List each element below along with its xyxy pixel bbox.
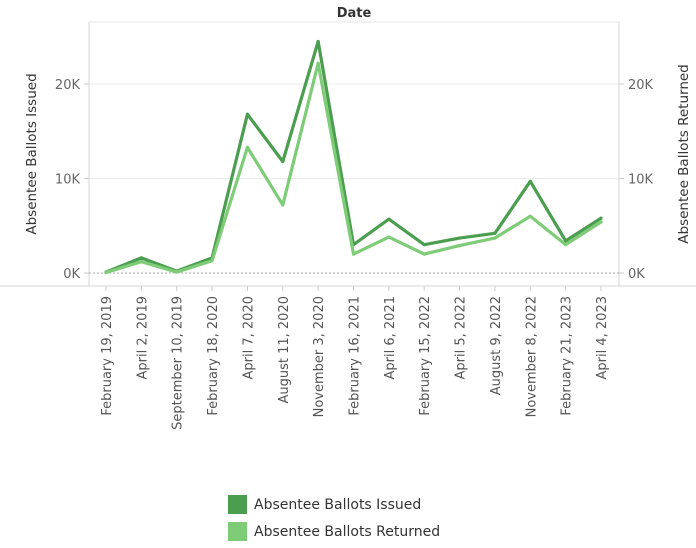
chart-title: Date xyxy=(337,6,372,21)
data-point-returned xyxy=(351,252,356,256)
series-line-issued xyxy=(104,39,603,274)
y-tick-label-right: 10K xyxy=(628,173,654,188)
legend-label-issued: Absentee Ballots Issued xyxy=(254,496,422,513)
data-point-returned xyxy=(599,220,603,224)
data-point-issued xyxy=(493,231,497,235)
x-tick-label: November 3, 2020 xyxy=(312,296,327,417)
x-tick-label: August 11, 2020 xyxy=(277,296,292,404)
data-point-issued xyxy=(564,239,568,243)
x-tick-label: February 19, 2019 xyxy=(100,296,115,416)
data-point-issued xyxy=(316,39,320,44)
data-point-returned xyxy=(139,260,143,264)
data-point-returned xyxy=(528,214,532,218)
x-tick-label: April 7, 2020 xyxy=(241,296,256,379)
legend-item-returned[interactable]: Absentee Ballots Returned xyxy=(228,518,440,545)
x-tick-label: August 9, 2022 xyxy=(489,296,504,395)
y-tick-label-right: 0K xyxy=(628,267,645,282)
x-tick-label: February 18, 2020 xyxy=(206,296,221,416)
data-point-issued xyxy=(139,256,143,260)
data-point-issued xyxy=(599,216,603,220)
x-tick-label: April 5, 2022 xyxy=(454,296,469,379)
data-point-returned xyxy=(281,203,285,207)
x-tick-label: February 21, 2023 xyxy=(560,296,575,416)
data-point-issued xyxy=(422,243,426,247)
data-point-returned xyxy=(457,243,462,248)
data-point-returned xyxy=(387,235,391,239)
legend-swatch-returned xyxy=(228,522,247,541)
data-point-returned xyxy=(175,270,179,274)
y-tick-label-left: 0K xyxy=(63,267,80,282)
x-tick-label: February 16, 2021 xyxy=(348,296,363,416)
data-point-returned xyxy=(245,145,250,149)
data-point-returned xyxy=(316,61,320,65)
legend-item-issued[interactable]: Absentee Ballots Issued xyxy=(228,491,440,518)
data-point-returned xyxy=(104,270,108,275)
x-tick-label: April 2, 2019 xyxy=(135,296,150,379)
x-tick-label: February 15, 2022 xyxy=(418,296,433,416)
legend-swatch-issued xyxy=(228,495,247,514)
data-point-issued xyxy=(457,236,462,240)
x-tick-label: April 4, 2023 xyxy=(595,296,610,379)
data-point-issued xyxy=(245,112,250,116)
data-point-issued xyxy=(528,179,532,183)
y-tick-label-left: 20K xyxy=(55,78,81,93)
y-axis-title-right: Absentee Ballots Returned xyxy=(676,64,692,243)
legend: Absentee Ballots Issued Absentee Ballots… xyxy=(228,491,440,545)
x-tick-label: November 8, 2022 xyxy=(524,296,539,417)
data-point-returned xyxy=(564,243,568,247)
x-tick-label: September 10, 2019 xyxy=(171,296,186,430)
data-point-returned xyxy=(493,236,497,240)
x-tick-label: April 6, 2021 xyxy=(383,296,398,379)
y-axis-title-left: Absentee Ballots Issued xyxy=(24,73,40,234)
y-tick-label-left: 10K xyxy=(55,173,81,188)
data-point-issued xyxy=(281,159,285,164)
data-point-returned xyxy=(422,252,426,256)
data-point-issued xyxy=(387,217,391,221)
data-point-returned xyxy=(210,259,214,263)
y-tick-label-right: 20K xyxy=(628,78,654,93)
legend-label-returned: Absentee Ballots Returned xyxy=(254,523,441,540)
